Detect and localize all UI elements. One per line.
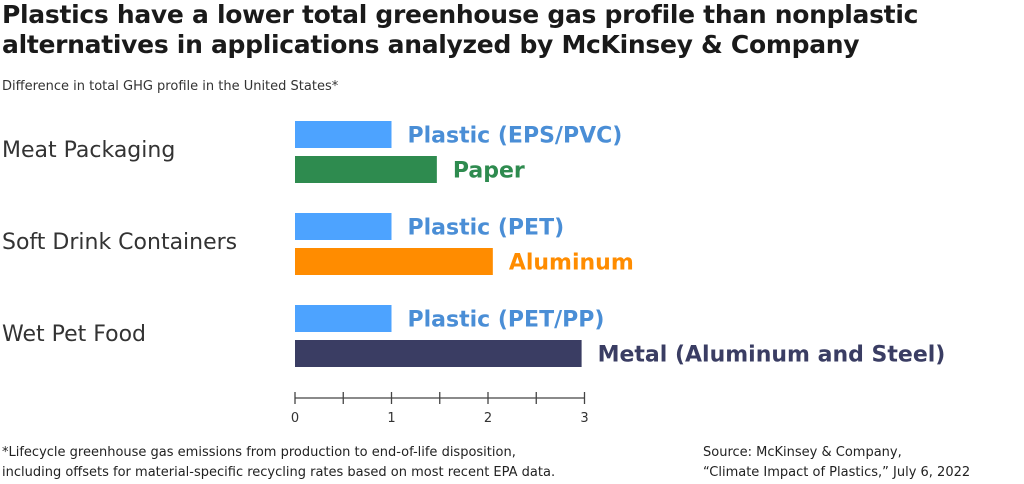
footnote-line-2: including offsets for material-specific … — [2, 465, 556, 480]
bar — [295, 340, 582, 367]
source-line-1: Source: McKinsey & Company, — [703, 445, 902, 460]
chart-subtitle: Difference in total GHG profile in the U… — [2, 79, 339, 94]
source-note: Source: McKinsey & Company, “Climate Imp… — [703, 443, 1023, 483]
category-label: Soft Drink Containers — [2, 230, 237, 255]
bar — [295, 248, 493, 275]
bar-label: Paper — [453, 159, 525, 184]
category-label: Meat Packaging — [2, 138, 175, 163]
chart-title: Plastics have a lower total greenhouse g… — [2, 0, 919, 59]
bar-label: Metal (Aluminum and Steel) — [598, 343, 946, 368]
bar-chart: Meat Packaging Plastic (EPS/PVC) Paper Soft… — [2, 121, 946, 426]
bar — [295, 156, 437, 183]
bar-label: Plastic (PET/PP) — [408, 308, 605, 333]
bar — [295, 305, 392, 332]
bar — [295, 213, 392, 240]
x-tick-label: 0 — [291, 411, 299, 426]
footnote-line-1: *Lifecycle greenhouse gas emissions from… — [2, 445, 516, 460]
source-line-2: “Climate Impact of Plastics,” July 6, 20… — [703, 465, 971, 480]
bar-label: Plastic (EPS/PVC) — [408, 124, 623, 149]
x-tick-label: 1 — [387, 411, 395, 426]
bar — [295, 121, 392, 148]
bar-label: Plastic (PET) — [408, 216, 565, 241]
footnote: *Lifecycle greenhouse gas emissions from… — [2, 443, 692, 483]
x-tick-label: 2 — [484, 411, 492, 426]
bar-label: Aluminum — [509, 251, 634, 276]
x-tick-label: 3 — [580, 411, 588, 426]
category-label: Wet Pet Food — [2, 322, 146, 347]
